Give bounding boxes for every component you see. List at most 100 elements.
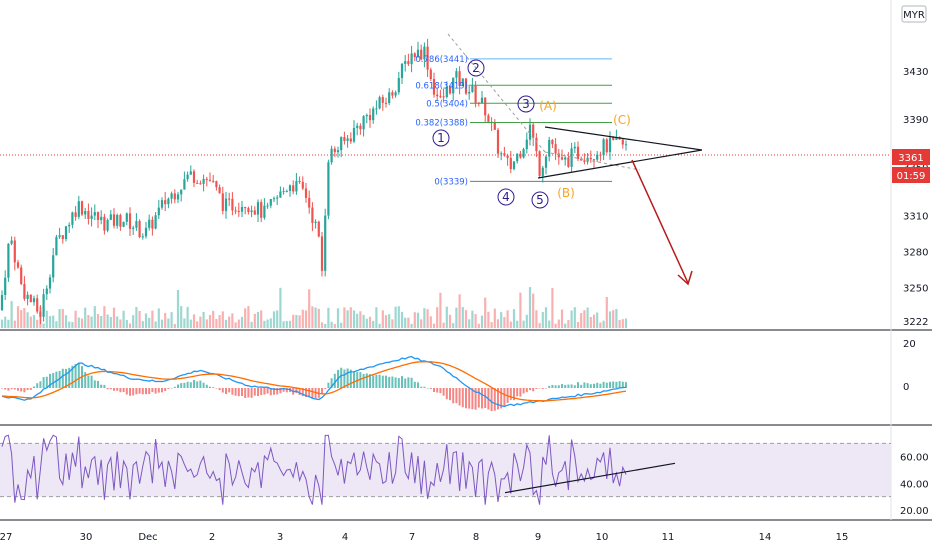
fib-label-3: 0.382(3388) bbox=[415, 119, 468, 129]
candle-body-112 bbox=[359, 125, 362, 130]
macd-hist-bar-3 bbox=[10, 388, 13, 390]
candle-body-130 bbox=[416, 49, 420, 58]
macd-hist-bar-155 bbox=[497, 388, 499, 410]
macd-hist-bar-194 bbox=[621, 381, 624, 388]
volume-bar-139 bbox=[445, 306, 448, 328]
candle-body-185 bbox=[592, 159, 596, 161]
macd-hist-bar-163 bbox=[522, 388, 525, 394]
macd-hist-bar-38 bbox=[122, 388, 125, 393]
volume-bar-136 bbox=[436, 307, 439, 328]
volume-bar-88 bbox=[282, 321, 285, 328]
volume-bar-52 bbox=[167, 318, 170, 328]
volume-bar-14 bbox=[45, 310, 48, 328]
volume-bar-26 bbox=[84, 307, 87, 328]
macd-hist-bar-79 bbox=[253, 388, 256, 396]
candle-body-195 bbox=[624, 144, 628, 146]
x-tick-2: Dec bbox=[138, 532, 157, 543]
volume-bar-132 bbox=[423, 308, 426, 328]
macd-hist-bar-165 bbox=[529, 388, 531, 391]
macd-hist-bar-46 bbox=[148, 388, 151, 395]
candle-body-140 bbox=[448, 86, 452, 94]
volume-bar-161 bbox=[516, 320, 519, 328]
x-tick-4: 3 bbox=[277, 532, 283, 543]
abc-label-1: (B) bbox=[557, 186, 575, 200]
macd-hist-bar-93 bbox=[298, 388, 301, 396]
volume-bar-130 bbox=[416, 312, 420, 328]
candle-body-57 bbox=[183, 179, 186, 190]
candle-body-99 bbox=[317, 221, 320, 237]
macd-hist-bar-39 bbox=[125, 388, 128, 395]
macd-hist-bar-178 bbox=[570, 384, 573, 388]
macd-hist-bar-26 bbox=[84, 372, 87, 388]
macd-hist-bar-125 bbox=[401, 376, 403, 388]
candle-body-178 bbox=[570, 148, 573, 167]
candle-body-143 bbox=[458, 71, 461, 86]
candle-body-79 bbox=[253, 210, 256, 215]
volume-bar-66 bbox=[212, 310, 215, 328]
candle-body-175 bbox=[560, 157, 564, 160]
macd-hist-bar-59 bbox=[189, 382, 192, 388]
candle-body-69 bbox=[221, 193, 224, 211]
volume-bar-171 bbox=[548, 320, 551, 328]
macd-hist-bar-104 bbox=[333, 373, 336, 388]
macd-hist-bar-187 bbox=[599, 383, 602, 388]
volume-bar-117 bbox=[375, 307, 378, 328]
volume-bar-8 bbox=[26, 312, 29, 328]
candle-body-21 bbox=[68, 224, 71, 227]
volume-bar-165 bbox=[528, 287, 532, 328]
candle-body-134 bbox=[429, 69, 432, 80]
volume-bar-156 bbox=[500, 312, 503, 328]
volume-bar-159 bbox=[509, 321, 512, 328]
volume-bar-157 bbox=[503, 317, 506, 328]
candle-body-136 bbox=[436, 94, 439, 97]
candle-body-90 bbox=[288, 185, 292, 191]
macd-hist-bar-117 bbox=[375, 374, 378, 388]
volume-bar-126 bbox=[404, 317, 407, 328]
volume-bar-99 bbox=[317, 308, 320, 328]
candle-body-110 bbox=[352, 127, 356, 142]
candle-body-91 bbox=[292, 185, 295, 192]
volume-bar-29 bbox=[93, 306, 96, 328]
volume-bar-11 bbox=[36, 319, 39, 328]
macd-hist-bar-13 bbox=[42, 377, 45, 388]
volume-bar-67 bbox=[215, 318, 218, 328]
candle-body-1 bbox=[4, 277, 7, 296]
candle-body-98 bbox=[314, 221, 317, 223]
candle-body-125 bbox=[400, 63, 404, 79]
macd-hist-bar-139 bbox=[445, 388, 448, 400]
volume-bar-70 bbox=[224, 319, 228, 328]
macd-hist-bar-161 bbox=[516, 388, 519, 397]
volume-bar-69 bbox=[221, 311, 224, 328]
candle-body-0 bbox=[0, 295, 4, 310]
candle-body-194 bbox=[621, 139, 624, 145]
volume-bar-188 bbox=[602, 320, 605, 328]
macd-hist-bar-20 bbox=[65, 368, 67, 388]
candle-body-187 bbox=[599, 154, 602, 156]
candle-body-165 bbox=[528, 124, 532, 140]
macd-hist-bar-62 bbox=[199, 380, 202, 388]
candle-body-116 bbox=[372, 108, 375, 121]
projection-arrowhead bbox=[677, 270, 693, 286]
candle-body-172 bbox=[551, 139, 554, 145]
candle-body-9 bbox=[29, 294, 32, 303]
volume-bar-190 bbox=[608, 311, 612, 328]
candle-body-167 bbox=[535, 137, 538, 152]
candle-body-120 bbox=[384, 102, 388, 104]
x-tick-7: 8 bbox=[473, 532, 479, 543]
volume-bar-80 bbox=[256, 312, 260, 328]
x-tick-11: 14 bbox=[759, 532, 772, 543]
wave-label-5: 5 bbox=[536, 193, 544, 207]
rsi-trendline bbox=[504, 462, 676, 494]
macd-hist-bar-7 bbox=[23, 388, 26, 393]
candle-body-128 bbox=[410, 53, 413, 65]
macd-hist-bar-148 bbox=[474, 388, 477, 410]
volume-bar-162 bbox=[519, 292, 522, 328]
candle-body-72 bbox=[231, 198, 234, 211]
macd-hist-bar-193 bbox=[618, 381, 621, 388]
volume-bar-94 bbox=[301, 309, 304, 328]
currency-badge-box[interactable] bbox=[901, 5, 927, 23]
candle-body-25 bbox=[80, 201, 84, 215]
macd-hist-bar-68 bbox=[218, 388, 221, 391]
candle-body-182 bbox=[583, 160, 586, 162]
